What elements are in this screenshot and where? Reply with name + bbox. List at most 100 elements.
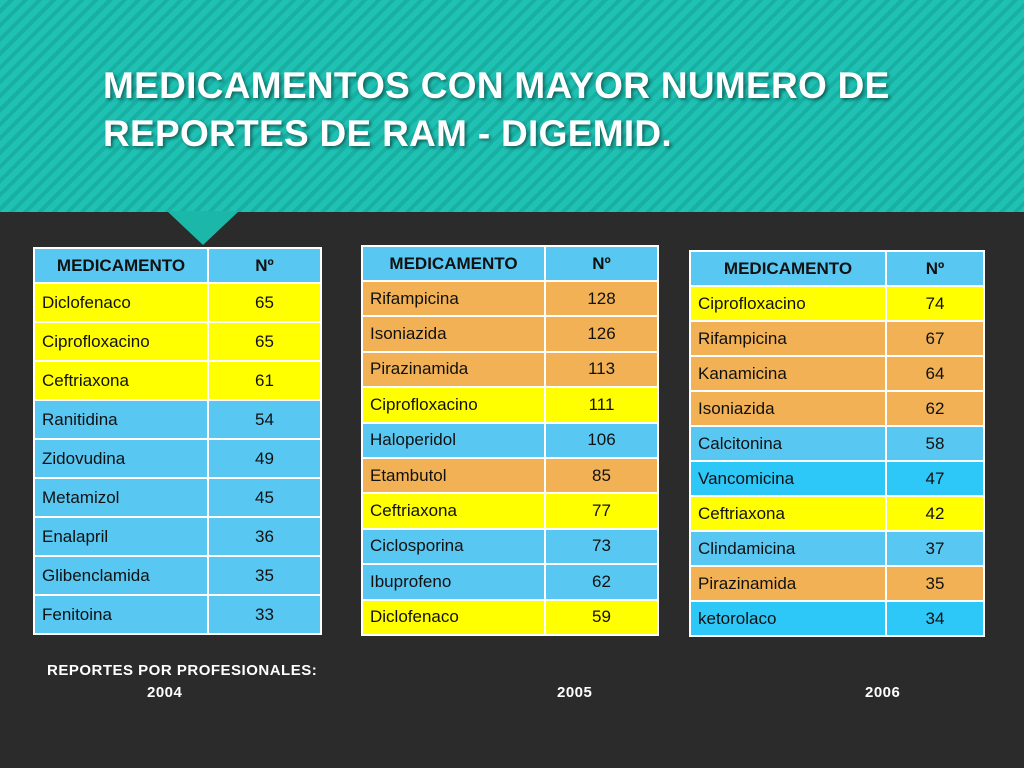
table-row: Rifampicina 67: [689, 320, 985, 357]
medicamento-cell: Glibenclamida: [33, 555, 209, 596]
footer-year-2006: 2006: [865, 684, 901, 701]
count-cell: 62: [544, 563, 659, 601]
medicamento-cell: Ceftriaxona: [33, 360, 209, 401]
table-row: Fenitoina 33: [33, 594, 322, 635]
header-medicamento: MEDICAMENTO: [689, 250, 887, 287]
medicamento-cell: Isoniazida: [689, 390, 887, 427]
table-header-row: MEDICAMENTO Nº: [361, 245, 659, 282]
medicamento-cell: Rifampicina: [361, 279, 546, 318]
table-row: Ceftriaxona 42: [689, 495, 985, 532]
count-cell: 49: [207, 438, 322, 479]
table-row: Ciprofloxacino 65: [33, 321, 322, 362]
medicamento-cell: Pirazinamida: [689, 565, 887, 602]
table-row: Ceftriaxona 77: [361, 492, 659, 530]
count-cell: 58: [885, 425, 985, 462]
count-cell: 33: [207, 594, 322, 635]
table-row: Etambutol 85: [361, 456, 659, 495]
count-cell: 36: [207, 516, 322, 557]
medicamento-cell: Ciclosporina: [361, 527, 546, 566]
medicamento-cell: Kanamicina: [689, 355, 887, 392]
table-2005: MEDICAMENTO Nº Rifampicina 128 Isoniazida 126…: [361, 245, 659, 636]
table-2004: MEDICAMENTO Nº Diclofenaco 65 Ciprofloxacino…: [33, 247, 322, 635]
medicamento-cell: Ibuprofeno: [361, 563, 546, 601]
count-cell: 45: [207, 477, 322, 518]
footer-year-2004: 2004: [147, 684, 183, 701]
table-row: Glibenclamida 35: [33, 555, 322, 596]
table-row: Diclofenaco 59: [361, 598, 659, 636]
table-row: Isoniazida 126: [361, 315, 659, 353]
count-cell: 62: [885, 390, 985, 427]
count-cell: 67: [885, 320, 985, 357]
table-row: Kanamicina 64: [689, 355, 985, 392]
table-row: Enalapril 36: [33, 516, 322, 557]
table-row: Ciprofloxacino 111: [361, 386, 659, 424]
count-cell: 35: [885, 565, 985, 602]
table-row: Ibuprofeno 62: [361, 563, 659, 601]
medicamento-cell: Ciprofloxacino: [33, 321, 209, 362]
banner-pointer: [167, 211, 239, 245]
medicamento-cell: Ranitidina: [33, 399, 209, 440]
count-cell: 61: [207, 360, 322, 401]
count-cell: 73: [544, 527, 659, 566]
medicamento-cell: Fenitoina: [33, 594, 209, 635]
header-numero: Nº: [207, 247, 322, 284]
footer-label: REPORTES POR PROFESIONALES:: [47, 662, 318, 679]
footer-year-2005: 2005: [557, 684, 593, 701]
medicamento-cell: Enalapril: [33, 516, 209, 557]
medicamento-cell: Isoniazida: [361, 315, 546, 353]
medicamento-cell: ketorolaco: [689, 600, 887, 637]
medicamento-cell: Zidovudina: [33, 438, 209, 479]
count-cell: 128: [544, 279, 659, 318]
header-numero: Nº: [544, 245, 659, 282]
count-cell: 47: [885, 460, 985, 497]
table-row: Pirazinamida 113: [361, 350, 659, 389]
header-numero: Nº: [885, 250, 985, 287]
table-row: Ceftriaxona 61: [33, 360, 322, 401]
medicamento-cell: Ciprofloxacino: [689, 285, 887, 322]
count-cell: 65: [207, 321, 322, 362]
table-row: Ranitidina 54: [33, 399, 322, 440]
medicamento-cell: Ciprofloxacino: [361, 386, 546, 424]
header-medicamento: MEDICAMENTO: [361, 245, 546, 282]
table-row: Clindamicina 37: [689, 530, 985, 567]
count-cell: 106: [544, 421, 659, 459]
table-row: Haloperidol 106: [361, 421, 659, 459]
count-cell: 111: [544, 386, 659, 424]
count-cell: 85: [544, 456, 659, 495]
medicamento-cell: Diclofenaco: [361, 598, 546, 636]
medicamento-cell: Ceftriaxona: [361, 492, 546, 530]
table-row: Rifampicina 128: [361, 279, 659, 318]
table-2006: MEDICAMENTO Nº Ciprofloxacino 74 Rifampicina…: [689, 250, 985, 637]
medicamento-cell: Pirazinamida: [361, 350, 546, 389]
medicamento-cell: Vancomicina: [689, 460, 887, 497]
medicamento-cell: Metamizol: [33, 477, 209, 518]
medicamento-cell: Etambutol: [361, 456, 546, 495]
count-cell: 77: [544, 492, 659, 530]
count-cell: 64: [885, 355, 985, 392]
count-cell: 126: [544, 315, 659, 353]
count-cell: 65: [207, 282, 322, 323]
slide-title: MEDICAMENTOS CON MAYOR NUMERO DE REPORTE…: [103, 65, 890, 154]
table-row: Metamizol 45: [33, 477, 322, 518]
table-row: Ciprofloxacino 74: [689, 285, 985, 322]
table-row: Diclofenaco 65: [33, 282, 322, 323]
medicamento-cell: Rifampicina: [689, 320, 887, 357]
table-row: Calcitonina 58: [689, 425, 985, 462]
header-medicamento: MEDICAMENTO: [33, 247, 209, 284]
title-banner: [0, 0, 1024, 212]
medicamento-cell: Clindamicina: [689, 530, 887, 567]
count-cell: 74: [885, 285, 985, 322]
table-row: Pirazinamida 35: [689, 565, 985, 602]
count-cell: 113: [544, 350, 659, 389]
table-row: Vancomicina 47: [689, 460, 985, 497]
table-header-row: MEDICAMENTO Nº: [33, 247, 322, 284]
medicamento-cell: Diclofenaco: [33, 282, 209, 323]
count-cell: 35: [207, 555, 322, 596]
table-row: Ciclosporina 73: [361, 527, 659, 566]
count-cell: 42: [885, 495, 985, 532]
medicamento-cell: Ceftriaxona: [689, 495, 887, 532]
medicamento-cell: Haloperidol: [361, 421, 546, 459]
count-cell: 34: [885, 600, 985, 637]
table-row: ketorolaco 34: [689, 600, 985, 637]
count-cell: 54: [207, 399, 322, 440]
